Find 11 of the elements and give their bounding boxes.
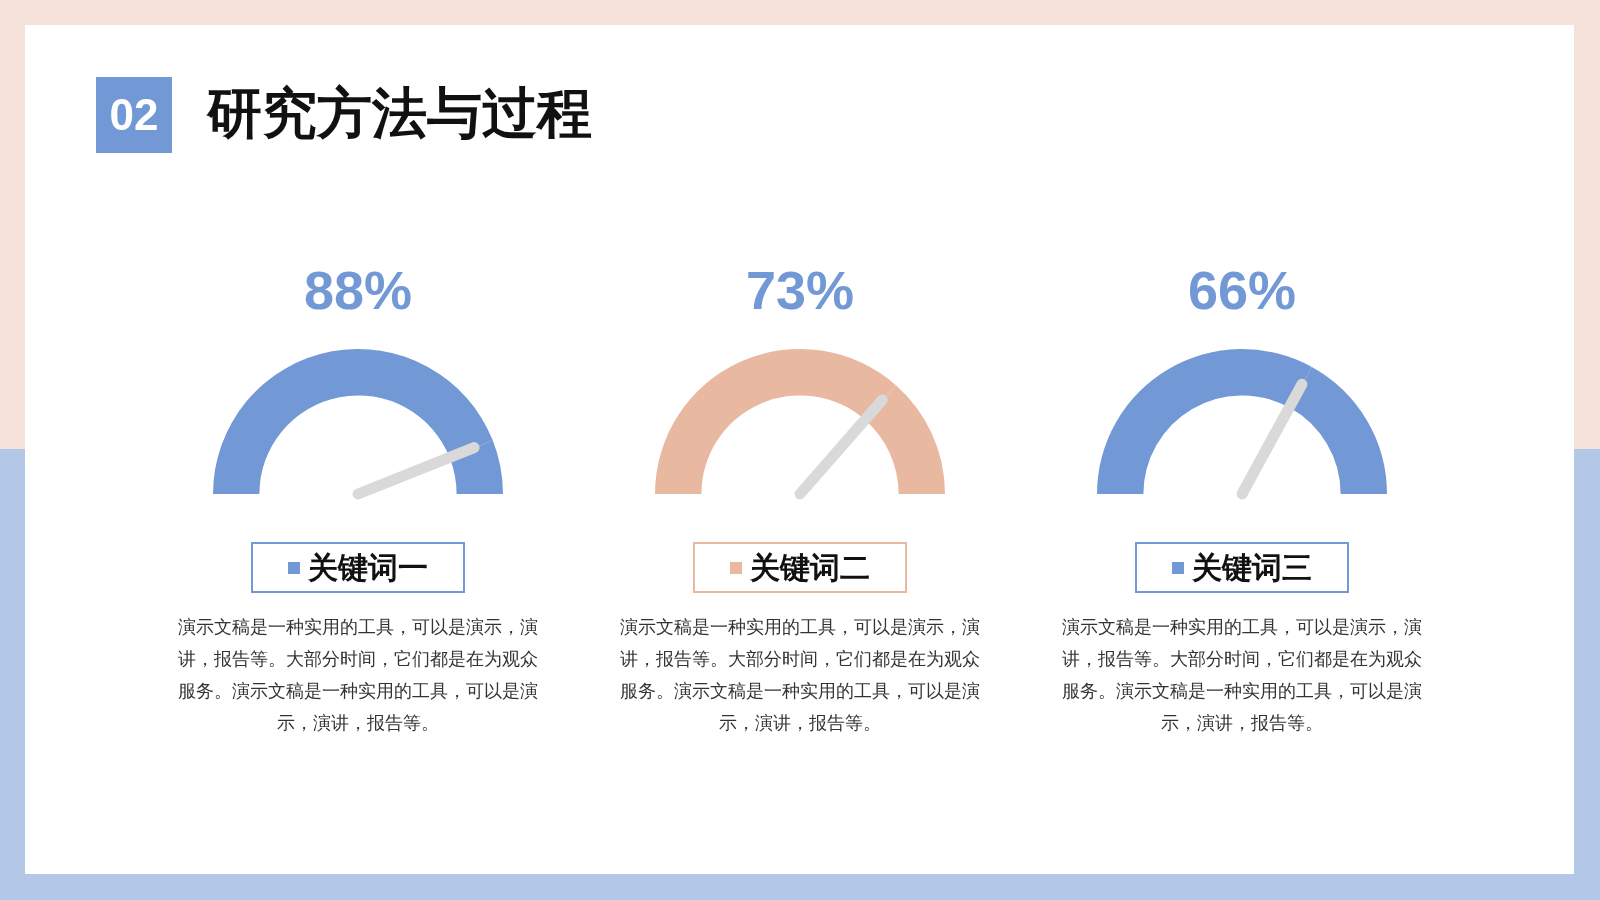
- legend-label: 关键词二: [750, 549, 870, 585]
- data-label: 73%: [745, 259, 855, 320]
- badge: 02: [96, 77, 172, 153]
- legend-label: 关键词一: [308, 549, 428, 585]
- text: 演示文稿是一种实用的工具，可以是演示，演讲，报告等。大部分时间，它们都是在为观众服务。演示文稿是一种实用的工具，可以是演示，演讲，报告等。: [177, 615, 539, 735]
- text: 研究方法与过程: [207, 81, 592, 145]
- data-label: 66%: [1187, 259, 1297, 320]
- data-label: 88%: [303, 259, 413, 320]
- legend-label: 关键词三: [1192, 549, 1312, 585]
- text: 演示文稿是一种实用的工具，可以是演示，演讲，报告等。大部分时间，它们都是在为观众服务。演示文稿是一种实用的工具，可以是演示，演讲，报告等。: [1061, 615, 1423, 735]
- text: 演示文稿是一种实用的工具，可以是演示，演讲，报告等。大部分时间，它们都是在为观众服务。演示文稿是一种实用的工具，可以是演示，演讲，报告等。: [619, 615, 981, 735]
